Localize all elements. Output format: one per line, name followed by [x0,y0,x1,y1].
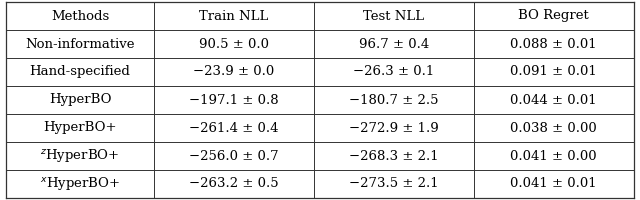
Text: 96.7 ± 0.4: 96.7 ± 0.4 [358,38,429,50]
Text: 0.044 ± 0.01: 0.044 ± 0.01 [510,94,597,106]
Text: Hand-specified: Hand-specified [29,65,131,78]
Text: 0.091 ± 0.01: 0.091 ± 0.01 [510,65,597,78]
Text: 90.5 ± 0.0: 90.5 ± 0.0 [199,38,269,50]
Text: BO Regret: BO Regret [518,9,589,22]
Text: −261.4 ± 0.4: −261.4 ± 0.4 [189,121,278,134]
Text: Non-informative: Non-informative [26,38,135,50]
Text: HyperBO+: HyperBO+ [44,121,117,134]
Text: −268.3 ± 2.1: −268.3 ± 2.1 [349,150,438,162]
Text: −26.3 ± 0.1: −26.3 ± 0.1 [353,65,435,78]
Text: HyperBO: HyperBO [49,94,111,106]
Text: −180.7 ± 2.5: −180.7 ± 2.5 [349,94,438,106]
Text: 0.041 ± 0.00: 0.041 ± 0.00 [510,150,597,162]
Text: 0.041 ± 0.01: 0.041 ± 0.01 [510,178,597,190]
Text: −263.2 ± 0.5: −263.2 ± 0.5 [189,178,278,190]
Text: Methods: Methods [51,9,109,22]
Text: Train NLL: Train NLL [199,9,268,22]
Text: −273.5 ± 2.1: −273.5 ± 2.1 [349,178,438,190]
Text: −23.9 ± 0.0: −23.9 ± 0.0 [193,65,275,78]
Text: −256.0 ± 0.7: −256.0 ± 0.7 [189,150,278,162]
Text: Test NLL: Test NLL [363,9,424,22]
Text: −272.9 ± 1.9: −272.9 ± 1.9 [349,121,438,134]
Text: $^x$HyperBO+: $^x$HyperBO+ [40,176,120,192]
Text: $^z$HyperBO+: $^z$HyperBO+ [40,148,120,164]
Text: 0.038 ± 0.00: 0.038 ± 0.00 [510,121,597,134]
Text: 0.088 ± 0.01: 0.088 ± 0.01 [510,38,597,50]
Text: −197.1 ± 0.8: −197.1 ± 0.8 [189,94,278,106]
